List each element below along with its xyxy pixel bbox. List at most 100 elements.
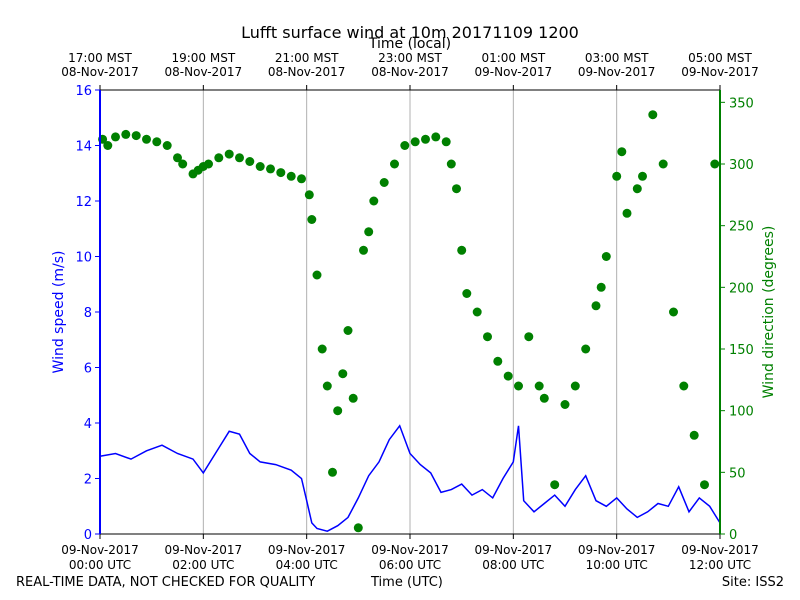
wind-direction-point xyxy=(410,137,420,147)
bottom-tick-label-time: 12:00 UTC xyxy=(689,558,751,572)
bottom-tick-label-time: 08:00 UTC xyxy=(482,558,544,572)
wind-direction-point xyxy=(493,356,503,366)
right-tick-label: 250 xyxy=(729,220,754,235)
top-tick-label-time: 19:00 MST xyxy=(171,51,235,65)
wind-speed-series xyxy=(99,424,721,532)
wind-direction-point xyxy=(483,332,492,342)
bottom-tick-label-date: 09-Nov-2017 xyxy=(268,543,346,557)
wind-direction-point xyxy=(612,171,622,181)
right-axis-label: Wind direction (degrees) xyxy=(761,226,777,399)
top-tick-label-time: 05:00 MST xyxy=(688,51,752,65)
wind-direction-point xyxy=(700,480,709,490)
wind-direction-point xyxy=(601,252,611,261)
wind-direction-point xyxy=(441,137,451,147)
wind-direction-point xyxy=(162,141,172,150)
bottom-tick-label-date: 09-Nov-2017 xyxy=(475,543,553,557)
left-axis-label: Wind speed (m/s) xyxy=(51,251,67,374)
bottom-tick-label-time: 06:00 UTC xyxy=(379,558,441,572)
wind-direction-point xyxy=(276,168,286,178)
axes: 09-Nov-2017 00:00 UTC 09-Nov-2017 02:00 UTC… xyxy=(61,51,759,572)
top-axis-label: Time (local) xyxy=(368,36,451,52)
wind-direction-point xyxy=(111,132,120,142)
top-tick-label-date: 08-Nov-2017 xyxy=(371,65,449,79)
wind-direction-point xyxy=(617,147,627,157)
left-tick-label: 4 xyxy=(84,417,92,432)
wind-direction-point xyxy=(514,381,523,391)
grid-lines xyxy=(202,90,618,534)
wind-direction-point xyxy=(679,381,689,391)
wind-direction-point xyxy=(369,196,379,206)
left-tick-label: 16 xyxy=(75,84,92,99)
wind-direction-point xyxy=(400,141,410,150)
x-axis-label: Time (UTC) xyxy=(371,575,443,590)
left-tick-label: 10 xyxy=(75,251,92,266)
wind-direction-point xyxy=(348,393,358,403)
top-tick-label-time: 17:00 MST xyxy=(68,51,132,65)
wind-direction-point xyxy=(103,141,113,150)
wind-direction-point xyxy=(560,400,570,409)
wind-direction-point xyxy=(596,282,606,292)
wind-direction-point xyxy=(550,480,560,490)
right-tick-label: 300 xyxy=(729,158,754,173)
wind-direction-point xyxy=(503,371,513,381)
wind-direction-point xyxy=(224,149,234,159)
wind-direction-point xyxy=(462,289,472,298)
left-tick-label: 6 xyxy=(84,362,92,377)
bottom-tick-label-time: 00:00 UTC xyxy=(69,558,131,572)
bottom-tick-label-time: 04:00 UTC xyxy=(276,558,338,572)
wind-direction-point xyxy=(178,159,188,169)
left-tick-label: 8 xyxy=(84,306,92,321)
wind-direction-point xyxy=(581,344,591,354)
wind-direction-point xyxy=(539,393,549,403)
wind-direction-point xyxy=(245,157,255,166)
top-tick-label-time: 03:00 MST xyxy=(585,51,649,65)
wind-direction-point xyxy=(338,369,348,379)
right-tick-label: 150 xyxy=(729,343,754,358)
wind-direction-point xyxy=(317,344,327,354)
wind-direction-series xyxy=(98,110,720,533)
right-tick-label: 0 xyxy=(729,528,737,543)
wind-direction-point xyxy=(343,326,353,335)
wind-direction-point xyxy=(658,159,668,169)
top-tick-label-date: 08-Nov-2017 xyxy=(61,65,139,79)
top-tick-label-date: 08-Nov-2017 xyxy=(268,65,346,79)
wind-direction-point xyxy=(379,178,389,187)
wind-speed-line xyxy=(99,424,721,532)
right-tick-label: 100 xyxy=(729,405,754,420)
wind-direction-point xyxy=(524,332,534,342)
wind-direction-point xyxy=(333,406,343,416)
wind-direction-point xyxy=(266,164,275,174)
quality-disclaimer: REAL-TIME DATA, NOT CHECKED FOR QUALITY xyxy=(16,575,316,590)
right-tick-label: 200 xyxy=(729,281,754,296)
wind-direction-point xyxy=(446,159,456,169)
top-tick-label-time: 23:00 MST xyxy=(378,51,442,65)
wind-direction-point xyxy=(710,159,720,169)
wind-direction-point xyxy=(235,153,244,163)
wind-direction-point xyxy=(353,523,363,533)
site-label: Site: ISS2 xyxy=(721,575,784,590)
wind-direction-point xyxy=(307,215,317,224)
wind-direction-point xyxy=(622,208,632,218)
left-tick-label: 0 xyxy=(84,528,92,543)
wind-direction-point xyxy=(638,171,647,181)
wind-direction-point xyxy=(364,227,374,237)
wind-direction-point xyxy=(255,162,265,171)
wind-direction-point xyxy=(131,131,141,141)
wind-direction-point xyxy=(648,110,658,120)
left-tick-label: 14 xyxy=(75,140,92,155)
wind-direction-point xyxy=(322,381,332,391)
top-tick-label-time: 01:00 MST xyxy=(481,51,545,65)
wind-direction-point xyxy=(297,174,306,184)
wind-direction-point xyxy=(142,134,151,144)
wind-direction-point xyxy=(421,134,430,144)
wind-direction-point xyxy=(312,270,322,280)
bottom-tick-label-date: 09-Nov-2017 xyxy=(578,543,656,557)
left-tick-label: 2 xyxy=(84,473,92,488)
wind-direction-point xyxy=(689,430,699,440)
wind-direction-point xyxy=(214,153,224,163)
wind-direction-point xyxy=(452,184,461,194)
top-tick-label-date: 08-Nov-2017 xyxy=(165,65,243,79)
wind-direction-point xyxy=(304,190,314,200)
bottom-tick-label-time: 02:00 UTC xyxy=(172,558,234,572)
